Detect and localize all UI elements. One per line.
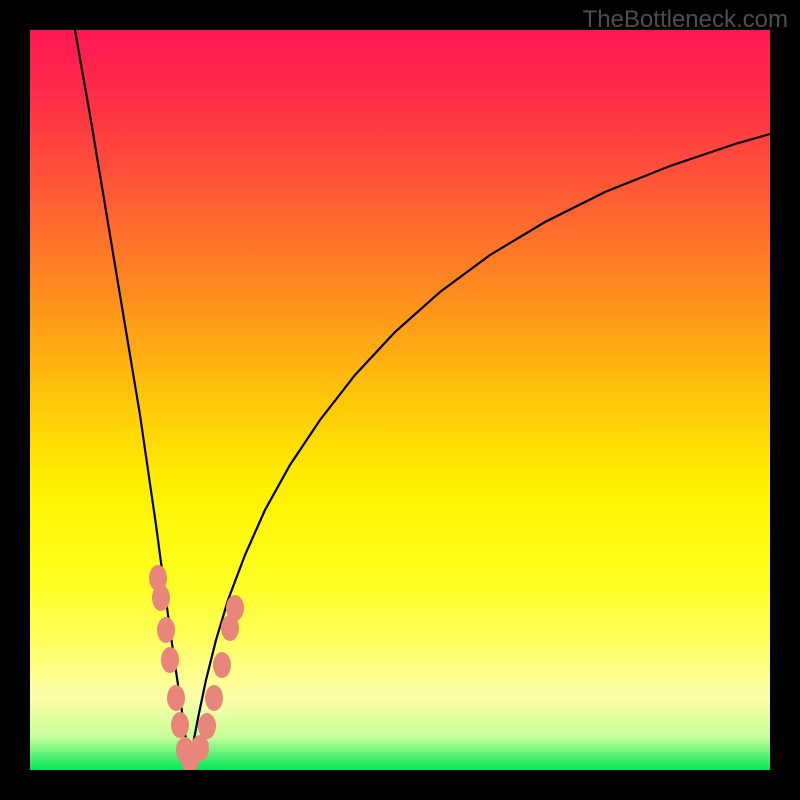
marker-point xyxy=(161,647,179,673)
marker-point xyxy=(152,585,170,611)
marker-point xyxy=(226,595,244,621)
marker-point xyxy=(198,713,216,739)
marker-point xyxy=(205,685,223,711)
marker-point xyxy=(157,617,175,643)
marker-point xyxy=(213,652,231,678)
watermark-text: TheBottleneck.com xyxy=(583,6,788,34)
plot-svg xyxy=(30,30,770,770)
marker-point xyxy=(171,712,189,738)
chart-frame: TheBottleneck.com xyxy=(0,0,800,800)
marker-point xyxy=(167,685,185,711)
plot-area xyxy=(30,30,770,770)
gradient-background xyxy=(30,30,770,770)
